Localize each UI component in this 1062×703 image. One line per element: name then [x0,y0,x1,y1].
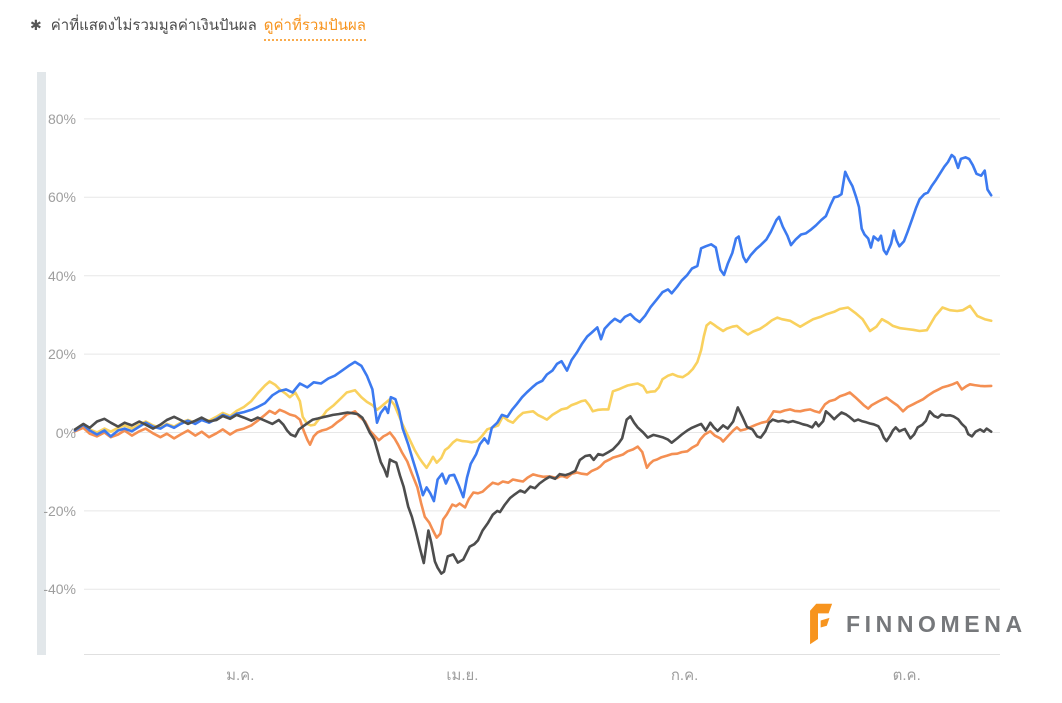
dividend-note: ✱ ค่าที่แสดงไม่รวมมูลค่าเงินปันผล ดูค่าท… [30,13,366,41]
view-with-dividend-link[interactable]: ดูค่าที่รวมปันผล [263,13,366,41]
y-tick-label: 0% [55,424,76,441]
y-axis-bar [37,72,46,655]
y-tick-label: 60% [47,189,76,206]
series-line-blue [73,153,993,503]
y-tick-label: -40% [43,581,76,598]
x-tick-label: ต.ค. [892,667,921,684]
y-tick-label: 20% [47,346,76,363]
series-line-orange [73,380,993,539]
note-text: ค่าที่แสดงไม่รวมมูลค่าเงินปันผล [50,17,257,34]
y-tick-label: -20% [43,502,76,519]
series-line-yellow [73,304,993,470]
y-tick-label: 80% [47,110,76,127]
x-tick-label: ก.ค. [670,667,699,684]
finnomena-logo: FINNOMENA [803,600,1027,648]
finnomena-mark-icon [810,603,833,645]
finnomena-wordmark: FINNOMENA [846,610,1027,637]
series-line-gray [73,406,993,575]
asterisk-icon: ✱ [30,17,42,33]
y-tick-label: 40% [47,267,76,284]
x-tick-label: เม.ย. [446,667,479,684]
x-tick-label: ม.ค. [226,667,255,684]
